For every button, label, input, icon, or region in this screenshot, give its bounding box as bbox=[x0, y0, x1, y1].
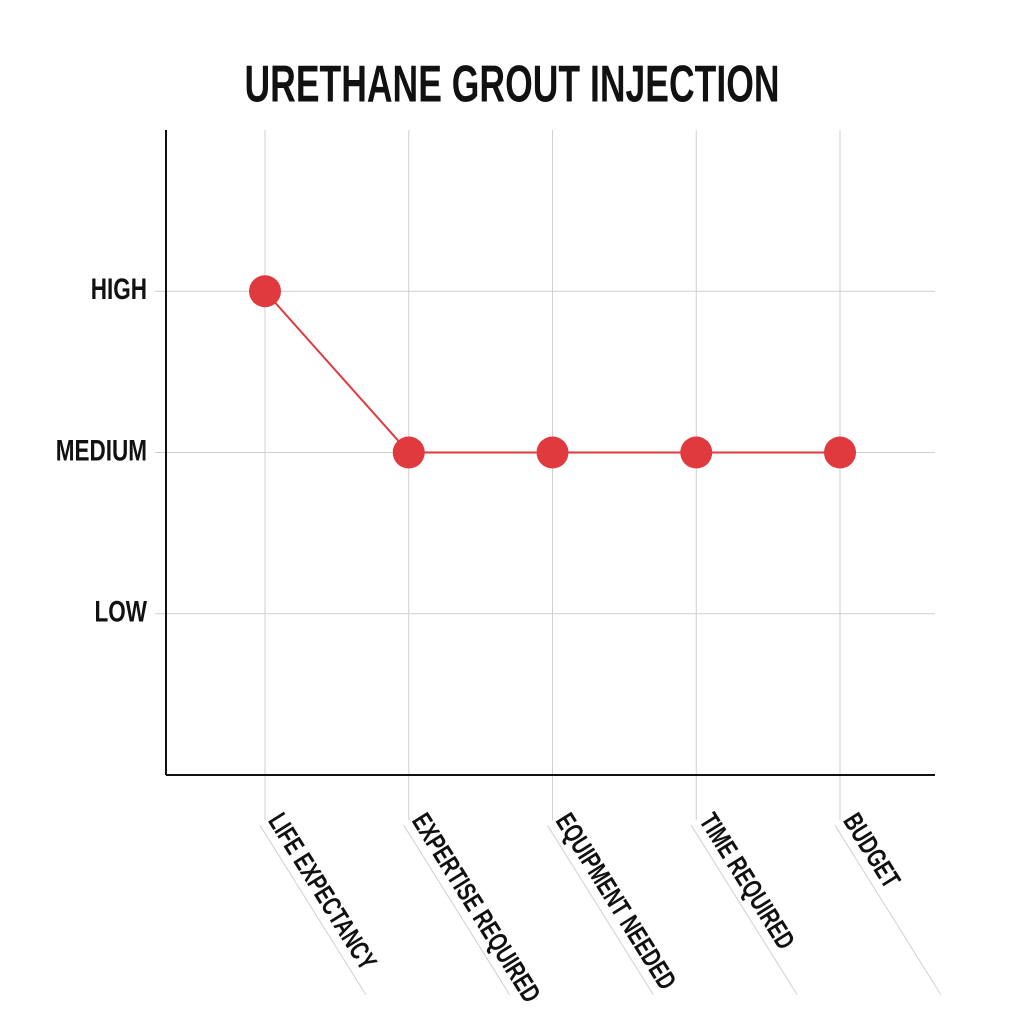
category-label-group: TIME REQUIRED bbox=[690, 808, 801, 996]
y-label-group: HIGH bbox=[91, 272, 147, 306]
y-tick-label: HIGH bbox=[91, 272, 147, 306]
label-underline bbox=[546, 824, 654, 996]
chart-title: URETHANE GROUT INJECTION bbox=[245, 56, 780, 114]
x-tick-label: EQUIPMENT NEEDED bbox=[550, 808, 682, 995]
category-label-group: EQUIPMENT NEEDED bbox=[546, 808, 682, 996]
label-underline bbox=[259, 824, 367, 996]
y-tick-label: MEDIUM bbox=[56, 433, 147, 467]
x-tick-label: BUDGET bbox=[838, 808, 907, 894]
data-point bbox=[536, 436, 569, 469]
data-point bbox=[392, 436, 425, 469]
label-underline bbox=[403, 824, 511, 996]
data-point bbox=[249, 275, 281, 308]
y-label-group: MEDIUM bbox=[56, 433, 147, 467]
data-point bbox=[824, 436, 856, 469]
x-tick-label: EXPERTISE REQUIRED bbox=[406, 808, 546, 1008]
label-underline bbox=[690, 824, 798, 996]
y-tick-label: LOW bbox=[95, 595, 147, 629]
x-tick-label: LIFE EXPECTANCY bbox=[263, 808, 383, 976]
category-label-group: LIFE EXPECTANCY bbox=[259, 808, 383, 996]
y-label-group: LOW bbox=[95, 595, 147, 629]
x-tick-label: TIME REQUIRED bbox=[694, 808, 801, 955]
category-label-group: EXPERTISE REQUIRED bbox=[403, 808, 547, 1008]
data-point bbox=[680, 436, 713, 469]
label-underline bbox=[834, 824, 942, 996]
category-label-group: BUDGET bbox=[834, 808, 942, 996]
